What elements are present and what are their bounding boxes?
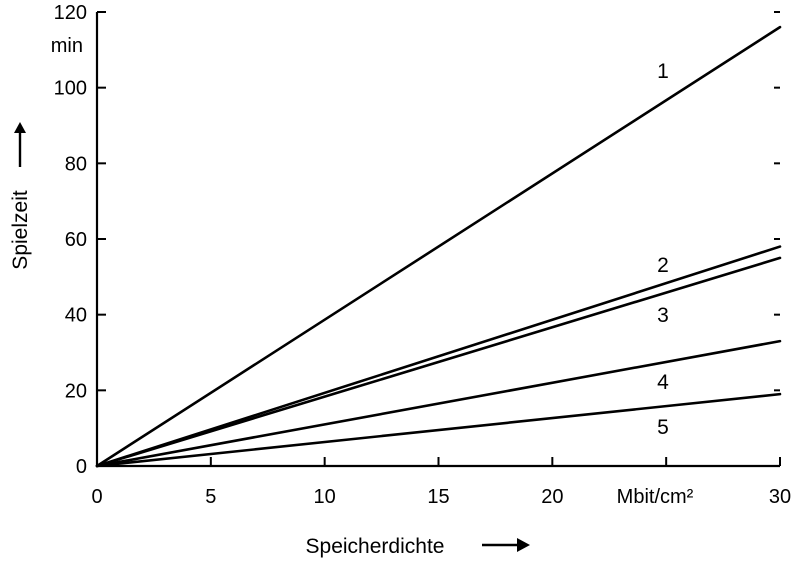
x-tick-label: 15: [427, 486, 449, 508]
series-line-3: [95, 256, 782, 468]
x-tick-label: 30: [769, 486, 791, 508]
x-axis-arrow-icon: [517, 538, 530, 552]
series-line-4: [95, 339, 782, 468]
y-tick-label: 80: [65, 153, 87, 175]
series-label-5: 5: [657, 416, 669, 439]
y-tick-label: 40: [65, 305, 87, 327]
x-unit-label: Mbit/cm²: [617, 486, 694, 508]
y-unit-label: min: [51, 35, 83, 57]
y-axis-title-group: Spielzeit: [9, 122, 32, 270]
x-tick-label: 20: [541, 486, 563, 508]
y-tick-label: 120: [54, 2, 87, 24]
axes: [95, 11, 781, 468]
series-lines: [95, 25, 782, 468]
x-tick-label: 5: [205, 486, 216, 508]
y-tick-label: 20: [65, 380, 87, 402]
x-tick-label: 0: [91, 486, 102, 508]
series-label-4: 4: [657, 371, 669, 394]
series-line-5: [95, 392, 782, 468]
series-line-1: [95, 25, 782, 468]
x-axis-title: Speicherdichte: [306, 535, 445, 558]
y-tick-label: 0: [76, 456, 87, 478]
y-axis-arrow-icon: [14, 122, 26, 133]
series-line-2: [95, 245, 782, 468]
series-label-3: 3: [657, 304, 669, 327]
series-label-1: 1: [657, 60, 669, 83]
x-tick-label: 10: [314, 486, 336, 508]
y-tick-label: 60: [65, 229, 87, 251]
y-axis-title: Spielzeit: [9, 190, 32, 270]
y-tick-label: 100: [54, 78, 87, 100]
series-label-2: 2: [657, 254, 669, 277]
